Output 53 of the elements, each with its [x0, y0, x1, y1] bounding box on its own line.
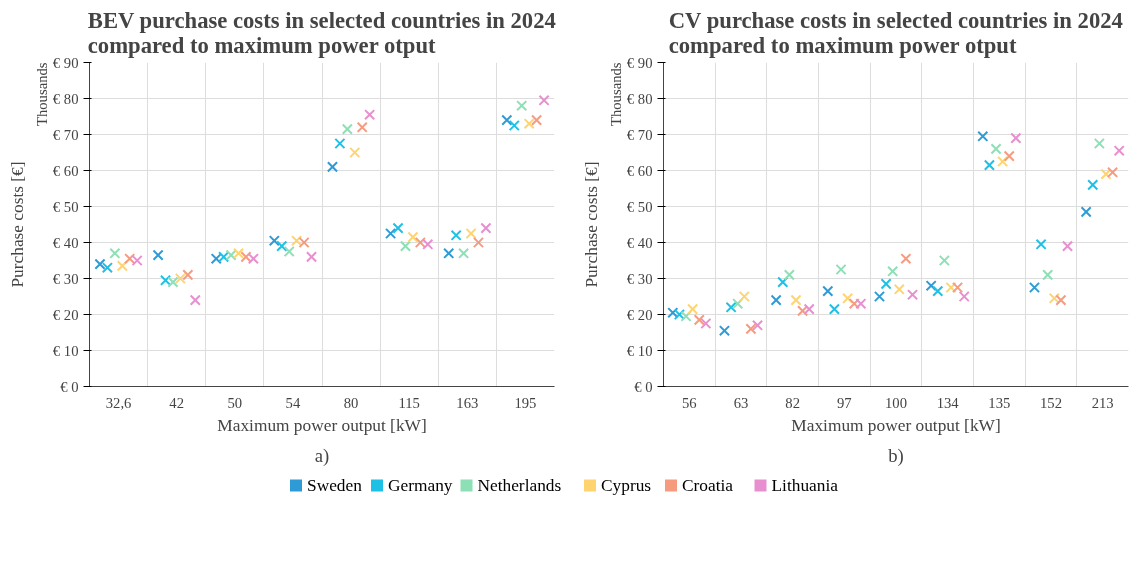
y-tick-label: € 90	[52, 54, 79, 71]
y-tick-label: € 10	[626, 342, 653, 359]
x-tick-label: 163	[456, 394, 479, 411]
y-tick-label: € 50	[52, 198, 79, 215]
y-tick-label: € 40	[52, 234, 79, 251]
y-tick-label: € 90	[626, 54, 653, 71]
y-tick-label: € 30	[626, 270, 653, 287]
y-tick-label: € 0	[634, 378, 653, 395]
legend-label: Cyprus	[601, 476, 652, 495]
y-tick-label: € 70	[52, 126, 79, 143]
x-tick-label: 54	[285, 394, 301, 411]
legend-label: Lithuania	[771, 476, 839, 495]
x-tick-label: 32,6	[105, 394, 132, 411]
x-tick-label: 56	[682, 394, 697, 411]
x-tick-label: 152	[1040, 394, 1062, 411]
y-tick-label: € 80	[52, 90, 79, 107]
x-tick-label: 134	[936, 394, 960, 411]
y-tick-label: € 30	[52, 270, 79, 287]
x-tick-label: 82	[785, 394, 800, 411]
y-tick-label: € 10	[52, 342, 79, 359]
text: Thousands	[33, 62, 50, 127]
x-tick-label: 100	[885, 394, 907, 411]
x-tick-label: 97	[837, 394, 852, 411]
y-tick-label: € 40	[626, 234, 653, 251]
y-tick-label: € 60	[52, 162, 79, 179]
legend-label: Germany	[388, 476, 453, 495]
legend-label: Netherlands	[477, 476, 562, 495]
y-tick-label: € 0	[60, 378, 79, 395]
x-tick-label: 195	[514, 394, 537, 411]
chart-title: CV purchase costs in selected countries in 2024 compared to maximum power otput	[668, 7, 1123, 58]
y-tick-label: € 20	[626, 306, 653, 323]
text: b)	[888, 444, 904, 467]
x-tick-label: 42	[169, 394, 185, 411]
x-tick-label: 63	[733, 394, 749, 411]
y-tick-label: € 60	[626, 162, 653, 179]
chart-title: BEV purchase costs in selected countries in 2024 compared to maximum power otput	[87, 7, 556, 58]
legend-label: Croatia	[682, 476, 734, 495]
text: a)	[314, 444, 330, 467]
x-tick-label: 50	[227, 394, 243, 411]
y-axis-title: Purchase costs [€]	[581, 161, 601, 288]
x-axis-title: Maximum power output [kW]	[791, 415, 1001, 435]
x-tick-label: 115	[398, 394, 420, 411]
x-axis-title: Maximum power output [kW]	[217, 415, 427, 435]
x-tick-label: 213	[1091, 394, 1114, 411]
legend-label: Sweden	[307, 476, 363, 495]
x-tick-label: 135	[988, 394, 1011, 411]
x-tick-label: 80	[343, 394, 359, 411]
y-tick-label: € 80	[626, 90, 653, 107]
text: Thousands	[607, 62, 624, 127]
y-tick-label: € 70	[626, 126, 653, 143]
y-axis-title: Purchase costs [€]	[7, 161, 27, 288]
y-tick-label: € 50	[626, 198, 653, 215]
y-tick-label: € 20	[52, 306, 79, 323]
